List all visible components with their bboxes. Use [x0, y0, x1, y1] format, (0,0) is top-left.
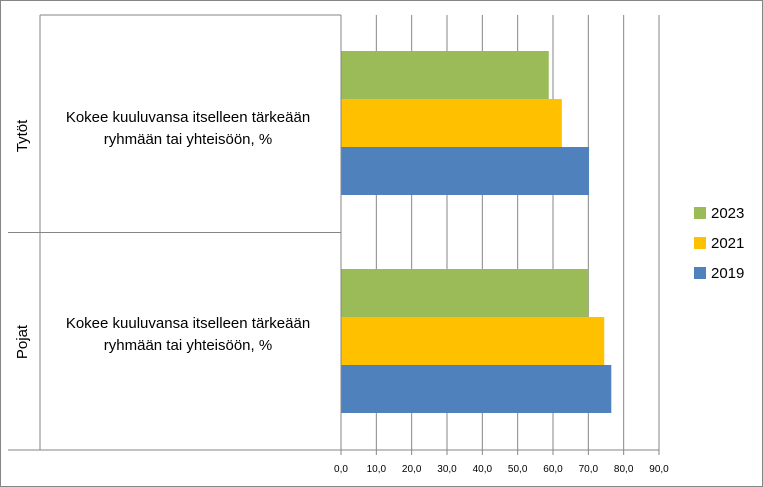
x-tick-labels: 0,0 10,0 20,0 30,0 40,0 50,0 60,0 70,0 80,0 90,0: [334, 464, 669, 475]
category-labels: Tytöt Kokee kuuluvansa itselleen tärkeään…: [14, 109, 310, 359]
bar-2019-1: [341, 365, 612, 413]
group-label: Tytöt: [14, 119, 31, 152]
x-tick-label: 60,0: [543, 464, 563, 475]
x-tick-label: 20,0: [402, 464, 422, 475]
legend-label: 2019: [711, 265, 744, 282]
x-tick-label: 30,0: [437, 464, 457, 475]
legend-label: 2021: [711, 235, 744, 252]
x-tick-label: 10,0: [367, 464, 387, 475]
bar-2019-0: [341, 147, 590, 195]
category-label: Kokee kuuluvansa itselleen tärkeään: [66, 315, 310, 332]
x-tick-label: 50,0: [508, 464, 528, 475]
legend-swatch: [694, 237, 706, 249]
legend-swatch: [694, 207, 706, 219]
bars: [341, 51, 612, 413]
category-label: ryhmään tai yhteisöön, %: [104, 337, 272, 354]
group-label: Pojat: [14, 324, 31, 359]
bar-2023-0: [341, 51, 549, 99]
legend-label: 2023: [711, 205, 744, 222]
bar-2023-1: [341, 269, 589, 317]
category-label: Kokee kuuluvansa itselleen tärkeään: [66, 109, 310, 126]
x-tick-label: 90,0: [649, 464, 669, 475]
bar-2021-0: [341, 99, 562, 147]
category-label: ryhmään tai yhteisöön, %: [104, 131, 272, 148]
x-tick-label: 40,0: [473, 464, 493, 475]
x-tick-label: 70,0: [579, 464, 599, 475]
bar-2021-1: [341, 317, 605, 365]
axes: [8, 14, 659, 451]
x-tick-label: 80,0: [614, 464, 634, 475]
legend: 2023 2021 2019: [694, 205, 744, 282]
legend-swatch: [694, 267, 706, 279]
x-tick-label: 0,0: [334, 464, 348, 475]
